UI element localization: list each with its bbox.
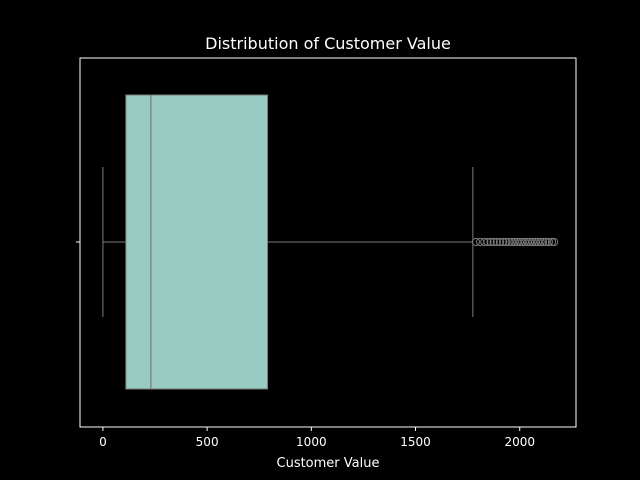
outlier-point (498, 237, 508, 247)
outlier-point (471, 237, 481, 247)
outlier-point (492, 237, 501, 247)
outlier-point (547, 237, 557, 247)
outlier-point (536, 237, 545, 247)
outlier-point (495, 237, 505, 247)
outlier-point (541, 237, 550, 247)
outlier-point (533, 237, 543, 247)
outlier-point (513, 237, 522, 247)
plot-area (102, 94, 559, 390)
outlier-point (483, 237, 492, 247)
chart-title: Distribution of Customer Value (205, 34, 451, 53)
outlier-point (526, 237, 535, 247)
outlier-point (544, 237, 554, 247)
outlier-point (518, 237, 527, 247)
x-tick-label: 2000 (504, 435, 535, 449)
outlier-point (520, 237, 530, 247)
outlier-point (476, 237, 485, 247)
iqr-box (125, 94, 269, 390)
x-tick-label: 1500 (400, 435, 431, 449)
outlier-point (550, 237, 559, 247)
outlier-point (489, 237, 498, 247)
outlier-point (528, 237, 537, 247)
outlier-point (515, 237, 524, 247)
outlier-point (480, 237, 489, 247)
outlier-point (510, 237, 519, 247)
x-tick-label: 0 (99, 435, 107, 449)
outlier-point (486, 237, 495, 247)
x-tick-label: 1000 (296, 435, 327, 449)
outlier-point (507, 237, 516, 247)
outlier-point (531, 237, 540, 247)
outlier-point (523, 237, 532, 247)
outlier-point (502, 237, 511, 247)
x-axis: 0 500 1000 1500 2000 (99, 427, 535, 449)
x-axis-label: Customer Value (277, 456, 380, 471)
outlier-point (538, 237, 548, 247)
x-tick-label: 500 (196, 435, 219, 449)
outlier-point (505, 237, 514, 247)
